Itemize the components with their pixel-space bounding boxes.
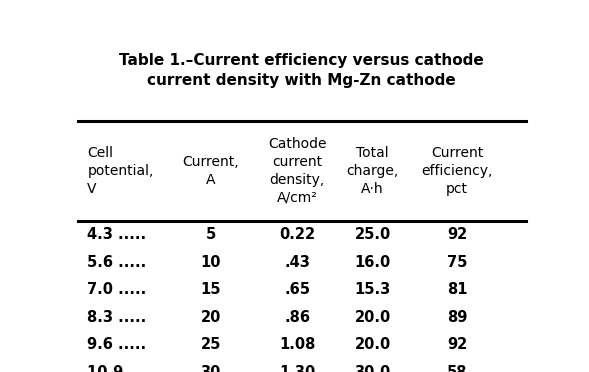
Text: 92: 92: [447, 227, 467, 242]
Text: 10.9 ....: 10.9 ....: [87, 365, 151, 372]
Text: 8.3 .....: 8.3 .....: [87, 310, 147, 324]
Text: Total
charge,
A·h: Total charge, A·h: [346, 146, 399, 196]
Text: 30: 30: [200, 365, 221, 372]
Text: 25: 25: [200, 337, 221, 352]
Text: 16.0: 16.0: [355, 254, 391, 270]
Text: 75: 75: [447, 254, 467, 270]
Text: 4.3 .....: 4.3 .....: [87, 227, 147, 242]
Text: 1.30: 1.30: [279, 365, 316, 372]
Text: Table 1.–Current efficiency versus cathode
current density with Mg-Zn cathode: Table 1.–Current efficiency versus catho…: [120, 53, 484, 88]
Text: Current,
A: Current, A: [182, 155, 239, 187]
Text: Current
efficiency,
pct: Current efficiency, pct: [421, 146, 493, 196]
Text: 89: 89: [447, 310, 467, 324]
Text: .86: .86: [284, 310, 310, 324]
Text: 1.08: 1.08: [279, 337, 316, 352]
Text: .65: .65: [284, 282, 310, 297]
Text: 81: 81: [447, 282, 467, 297]
Text: 5: 5: [206, 227, 216, 242]
Text: 15: 15: [200, 282, 221, 297]
Text: Cathode
current
density,
A/cm²: Cathode current density, A/cm²: [268, 137, 326, 205]
Text: Cell
potential,
V: Cell potential, V: [87, 146, 154, 196]
Text: .43: .43: [284, 254, 310, 270]
Text: 15.3: 15.3: [355, 282, 391, 297]
Text: 20: 20: [200, 310, 221, 324]
Text: 92: 92: [447, 337, 467, 352]
Text: 25.0: 25.0: [355, 227, 391, 242]
Text: 20.0: 20.0: [355, 310, 391, 324]
Text: 5.6 .....: 5.6 .....: [87, 254, 147, 270]
Text: 20.0: 20.0: [355, 337, 391, 352]
Text: 0.22: 0.22: [279, 227, 315, 242]
Text: 58: 58: [447, 365, 467, 372]
Text: 7.0 .....: 7.0 .....: [87, 282, 147, 297]
Text: 30.0: 30.0: [355, 365, 391, 372]
Text: 10: 10: [200, 254, 221, 270]
Text: 9.6 .....: 9.6 .....: [87, 337, 147, 352]
